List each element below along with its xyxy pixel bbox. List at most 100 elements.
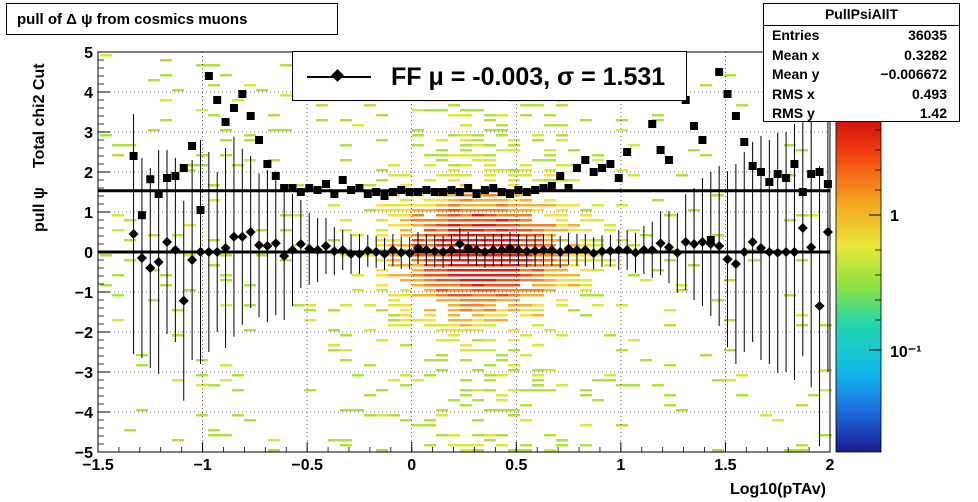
heat-cell: [568, 204, 580, 207]
heat-cell: [568, 149, 580, 152]
heat-cell: [352, 124, 364, 127]
colorbar-ticks: [869, 129, 881, 351]
heat-cell: [484, 434, 496, 437]
stats-value: −0.006672: [880, 66, 947, 82]
heat-cell: [568, 309, 580, 312]
heat-cell: [544, 269, 556, 272]
heat-cell: [568, 244, 580, 247]
heat-cell: [484, 309, 496, 312]
heat-cell: [496, 149, 508, 152]
heat-cell: [508, 254, 520, 257]
heat-cell: [424, 264, 436, 267]
heat-cell: [388, 214, 400, 217]
heat-cell: [604, 374, 616, 377]
heat-cell: [436, 214, 448, 217]
heat-cell: [484, 274, 496, 277]
heat-cell: [208, 434, 220, 437]
heat-cell: [496, 289, 508, 292]
heat-cell: [496, 199, 508, 202]
heat-cell: [412, 134, 424, 137]
data-point-diamond: [220, 243, 231, 253]
heat-cell: [520, 294, 532, 297]
x-tick-label: 1.5: [714, 457, 736, 474]
heat-cell: [400, 319, 412, 322]
heat-cell: [328, 439, 340, 442]
heat-cell: [616, 349, 628, 352]
heat-cell: [532, 289, 544, 292]
heat-cell: [100, 254, 112, 257]
data-point-square: [388, 188, 397, 196]
heat-cell: [172, 89, 184, 92]
y-tick-label: 2: [84, 165, 93, 182]
heat-cell: [796, 214, 808, 217]
heat-cell: [412, 264, 424, 267]
heat-cell: [448, 224, 460, 227]
heat-cell: [568, 224, 580, 227]
x-tick-label: 2: [826, 457, 835, 474]
heat-cell: [448, 294, 460, 297]
heat-cell: [484, 114, 496, 117]
heat-cell: [616, 384, 628, 387]
heat-cell: [544, 389, 556, 392]
data-point-diamond: [722, 254, 733, 265]
heat-cell: [364, 184, 376, 187]
heat-cell: [532, 259, 544, 262]
heat-cell: [208, 429, 220, 432]
heat-cell: [520, 314, 532, 317]
heat-cell: [448, 339, 460, 342]
data-point-square: [614, 174, 623, 182]
heat-cell: [544, 114, 556, 117]
heat-cell: [376, 204, 388, 207]
heat-cell: [592, 254, 604, 257]
heat-cell: [424, 259, 436, 262]
heat-cell: [532, 309, 544, 312]
data-point-diamond: [806, 242, 817, 253]
heat-cell: [244, 134, 256, 137]
heat-cell: [292, 184, 304, 187]
data-point-diamond: [630, 247, 641, 258]
heat-cell: [184, 224, 196, 227]
heat-cell: [508, 339, 520, 342]
heat-cell: [532, 239, 544, 242]
heat-cell: [388, 314, 400, 317]
data-point-diamond: [346, 249, 357, 259]
heat-cell: [436, 324, 448, 327]
data-point-diamond: [371, 247, 382, 257]
data-point-square: [355, 184, 364, 192]
heat-cell: [484, 389, 496, 392]
heat-cell: [196, 414, 208, 417]
heat-cell: [460, 214, 472, 217]
heat-cell: [244, 329, 256, 332]
heat-cell: [424, 219, 436, 222]
heat-cell: [364, 104, 376, 107]
heat-cell: [628, 244, 640, 247]
heat-cell: [520, 419, 532, 422]
data-point-diamond: [622, 245, 633, 255]
heat-cell: [448, 244, 460, 247]
heat-cell: [352, 374, 364, 377]
y-axis-sublabel: Total chi2 Cut: [31, 63, 48, 168]
heat-cell: [592, 239, 604, 242]
heat-cell: [364, 329, 376, 332]
heat-cell: [556, 224, 568, 227]
y-tick-label: 4: [84, 85, 93, 102]
heat-cell: [484, 194, 496, 197]
heat-cell: [712, 299, 724, 302]
heat-cell: [472, 444, 484, 447]
data-point-diamond: [571, 245, 582, 255]
data-point-square: [372, 188, 381, 196]
heat-cell: [676, 174, 688, 177]
heat-cell: [496, 319, 508, 322]
heat-cell: [532, 264, 544, 267]
heat-cell: [424, 324, 436, 327]
data-point-diamond: [546, 245, 557, 255]
heat-cell: [556, 179, 568, 182]
heat-cell: [460, 154, 472, 157]
y-tick-label: −4: [75, 405, 93, 422]
heat-cell: [532, 389, 544, 392]
heat-cell: [472, 309, 484, 312]
heat-cell: [520, 279, 532, 282]
heat-cell: [532, 229, 544, 232]
heat-cell: [520, 224, 532, 227]
heat-cell: [472, 134, 484, 137]
